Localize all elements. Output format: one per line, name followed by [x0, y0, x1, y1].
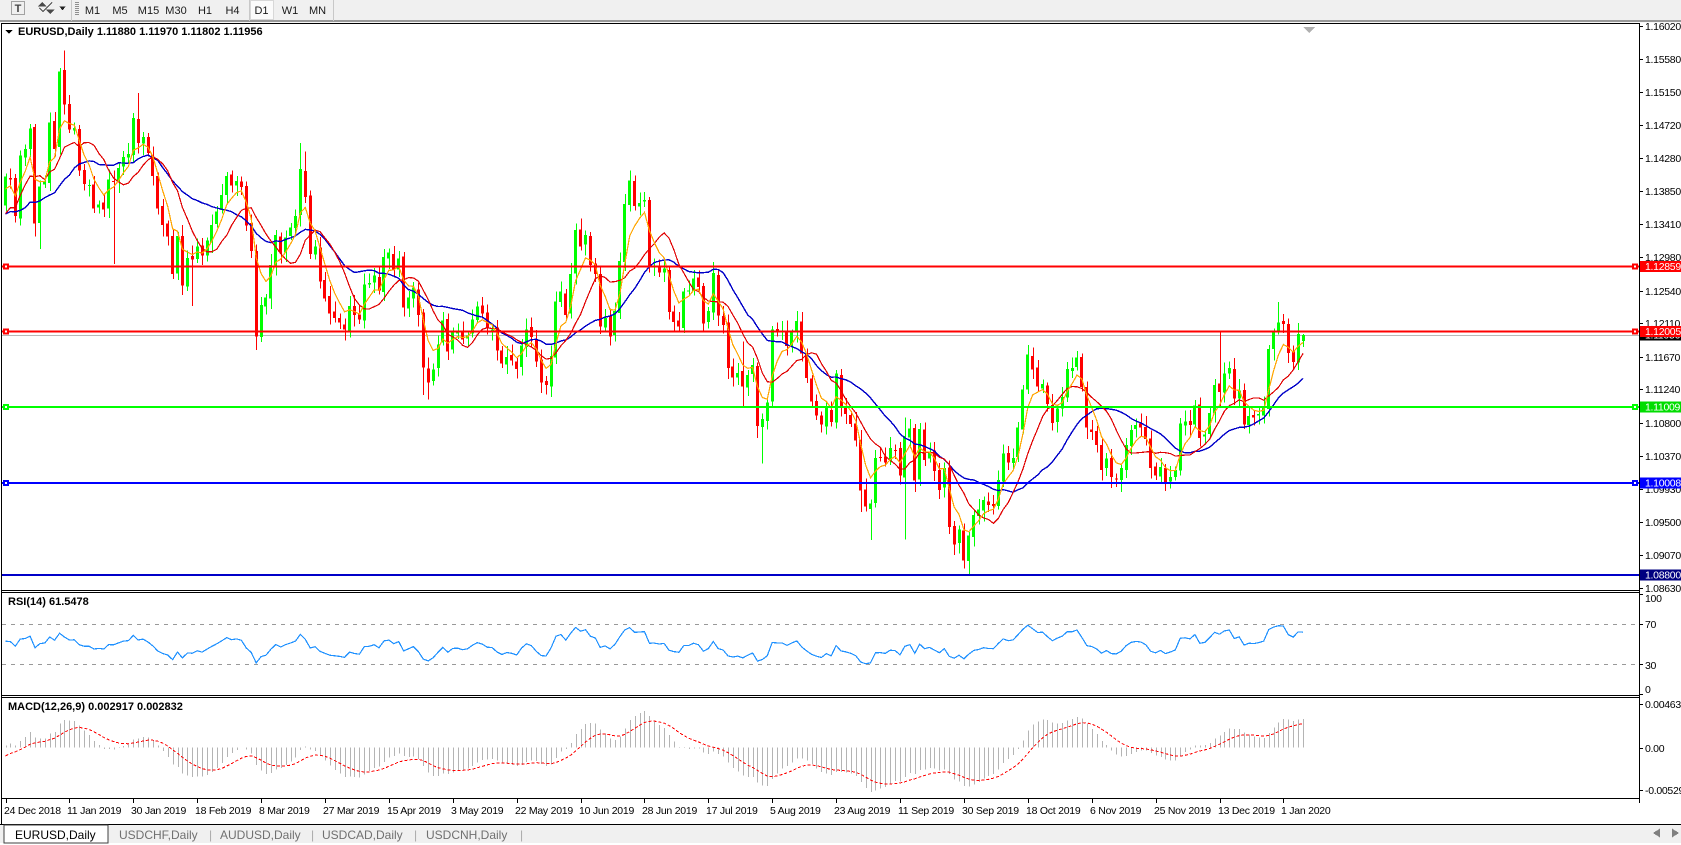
- svg-text:M5: M5: [112, 5, 127, 17]
- svg-text:1.11240: 1.11240: [1645, 384, 1681, 396]
- svg-text:0.00463: 0.00463: [1645, 699, 1681, 711]
- svg-text:6 Nov 2019: 6 Nov 2019: [1090, 805, 1142, 817]
- svg-text:USDCNH,Daily: USDCNH,Daily: [426, 828, 507, 842]
- svg-text:30 Jan 2019: 30 Jan 2019: [131, 805, 186, 817]
- svg-text:0: 0: [1645, 684, 1651, 696]
- svg-text:AUDUSD,Daily: AUDUSD,Daily: [220, 828, 301, 842]
- svg-text:H1: H1: [198, 5, 212, 17]
- svg-text:MACD(12,26,9) 0.002917 0.00283: MACD(12,26,9) 0.002917 0.002832: [8, 701, 183, 713]
- svg-text:70: 70: [1645, 619, 1657, 631]
- svg-text:13 Dec 2019: 13 Dec 2019: [1218, 805, 1275, 817]
- svg-text:W1: W1: [282, 5, 299, 17]
- svg-text:EURUSD,Daily: EURUSD,Daily: [15, 828, 96, 842]
- svg-text:RSI(14) 61.5478: RSI(14) 61.5478: [8, 596, 89, 608]
- svg-text:M30: M30: [165, 5, 186, 17]
- svg-text:11 Jan 2019: 11 Jan 2019: [67, 805, 122, 817]
- svg-text:1.15150: 1.15150: [1645, 87, 1681, 99]
- svg-text:27 Mar 2019: 27 Mar 2019: [323, 805, 380, 817]
- svg-text:30 Sep 2019: 30 Sep 2019: [962, 805, 1019, 817]
- svg-text:3 May 2019: 3 May 2019: [451, 805, 504, 817]
- svg-text:1.10800: 1.10800: [1645, 418, 1681, 430]
- svg-text:1 Jan 2020: 1 Jan 2020: [1281, 805, 1331, 817]
- svg-text:1.10008: 1.10008: [1645, 478, 1681, 490]
- svg-text:30: 30: [1645, 660, 1657, 672]
- svg-text:USDCHF,Daily: USDCHF,Daily: [119, 828, 198, 842]
- svg-text:1.08800: 1.08800: [1645, 570, 1681, 582]
- svg-text:1.16020: 1.16020: [1645, 21, 1681, 33]
- svg-text:100: 100: [1645, 593, 1662, 605]
- svg-text:|: |: [520, 828, 523, 842]
- svg-text:|: |: [209, 828, 212, 842]
- svg-text:25 Nov 2019: 25 Nov 2019: [1154, 805, 1211, 817]
- svg-text:1.12540: 1.12540: [1645, 286, 1681, 298]
- svg-text:24 Dec 2018: 24 Dec 2018: [4, 805, 61, 817]
- svg-text:M15: M15: [138, 5, 159, 17]
- svg-text:17 Jul 2019: 17 Jul 2019: [706, 805, 758, 817]
- svg-text:22 May 2019: 22 May 2019: [515, 805, 573, 817]
- svg-text:1.14720: 1.14720: [1645, 120, 1681, 132]
- svg-text:1.13850: 1.13850: [1645, 186, 1681, 198]
- svg-text:-0.005299: -0.005299: [1645, 785, 1681, 797]
- svg-text:MN: MN: [309, 5, 326, 17]
- svg-text:15 Apr 2019: 15 Apr 2019: [387, 805, 441, 817]
- svg-text:1.15580: 1.15580: [1645, 54, 1681, 66]
- svg-text:1.09500: 1.09500: [1645, 517, 1681, 529]
- svg-text:1.11009: 1.11009: [1645, 402, 1681, 414]
- svg-text:D1: D1: [254, 5, 268, 17]
- svg-text:1.11670: 1.11670: [1645, 352, 1681, 364]
- svg-text:1.12859: 1.12859: [1645, 261, 1681, 273]
- svg-text:M1: M1: [85, 5, 100, 17]
- svg-text:USDCAD,Daily: USDCAD,Daily: [322, 828, 403, 842]
- svg-text:1.09070: 1.09070: [1645, 550, 1681, 562]
- svg-text:H4: H4: [225, 5, 239, 17]
- svg-text:1.10370: 1.10370: [1645, 451, 1681, 463]
- svg-text:|: |: [414, 828, 417, 842]
- svg-text:10 Jun 2019: 10 Jun 2019: [579, 805, 634, 817]
- svg-text:EURUSD,Daily 1.11880 1.11970: EURUSD,Daily 1.11880 1.11970 1.11802 1.1…: [18, 26, 263, 38]
- svg-text:18 Oct 2019: 18 Oct 2019: [1026, 805, 1081, 817]
- svg-text:18 Feb 2019: 18 Feb 2019: [195, 805, 252, 817]
- svg-text:1.08630: 1.08630: [1645, 583, 1681, 595]
- svg-text:1.13410: 1.13410: [1645, 219, 1681, 231]
- svg-text:1.12005: 1.12005: [1645, 326, 1681, 338]
- svg-text:|: |: [311, 828, 314, 842]
- svg-text:T: T: [15, 3, 22, 15]
- svg-text:0.00: 0.00: [1645, 743, 1665, 755]
- svg-text:1.14280: 1.14280: [1645, 153, 1681, 165]
- svg-text:5 Aug 2019: 5 Aug 2019: [770, 805, 821, 817]
- svg-text:8 Mar 2019: 8 Mar 2019: [259, 805, 310, 817]
- svg-text:11 Sep 2019: 11 Sep 2019: [898, 805, 954, 817]
- svg-text:28 Jun 2019: 28 Jun 2019: [642, 805, 697, 817]
- svg-text:23 Aug 2019: 23 Aug 2019: [834, 805, 891, 817]
